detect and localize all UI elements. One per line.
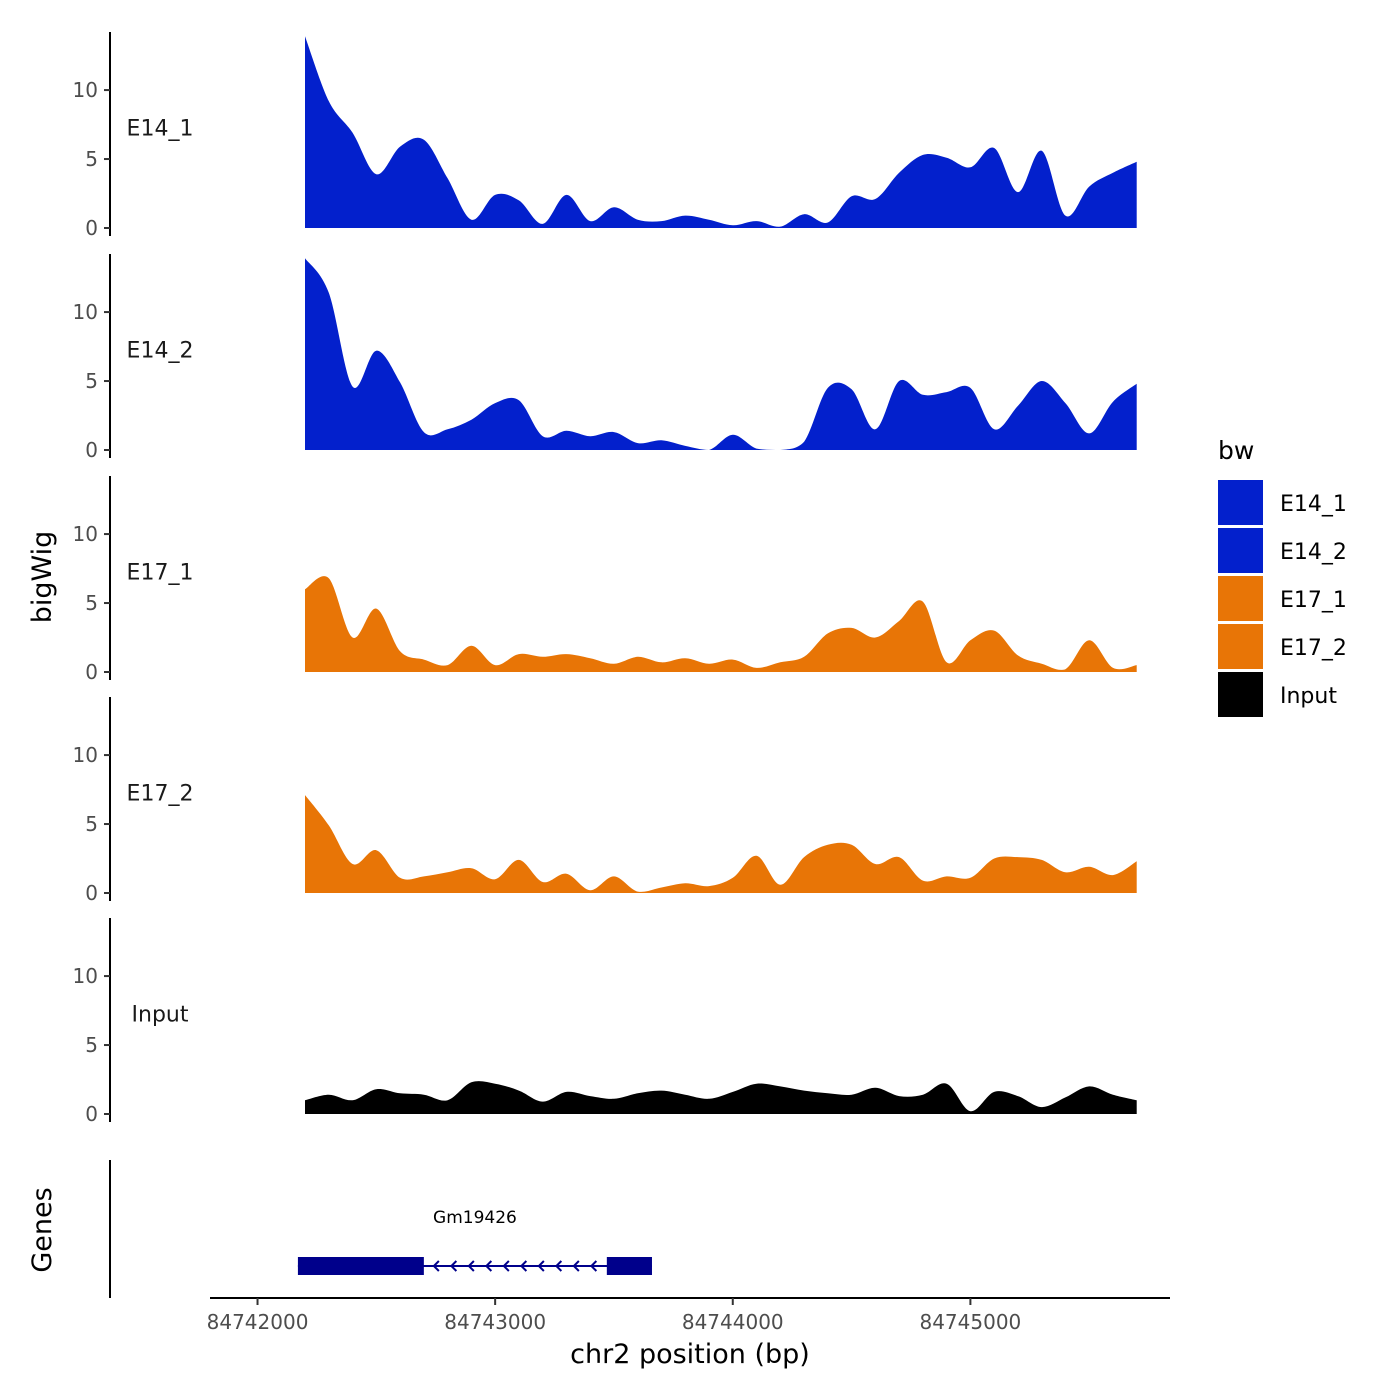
track-label: E17_2 (127, 782, 194, 807)
strand-arrow (449, 1260, 458, 1272)
x-tick-label: 84742000 (207, 1310, 309, 1334)
y-tick-label: 5 (85, 812, 98, 836)
track-panel-e17-1: 0 5 10 E17_1 (73, 476, 1137, 684)
legend: bw E14_1 E14_2 E17_1 E17_2 Input (1218, 436, 1347, 717)
y-axis-title: bigWig (27, 531, 58, 624)
legend-label: E14_2 (1280, 540, 1347, 565)
coverage-area-e14-2 (305, 258, 1137, 450)
track-panel-e14-1: 0 5 10 E14_1 (73, 32, 1137, 240)
legend-label: E17_1 (1280, 588, 1347, 613)
y-tick-label: 5 (85, 1033, 98, 1057)
legend-title: bw (1218, 436, 1254, 465)
strand-arrow (519, 1260, 528, 1272)
y-tick-label: 5 (85, 591, 98, 615)
track-label: Input (132, 1003, 189, 1028)
x-tick-label: 84743000 (444, 1310, 546, 1334)
y-tick-label: 0 (85, 660, 98, 684)
legend-label: Input (1280, 684, 1337, 709)
bigwig-tracks: 0 5 10 E14_1 0 5 10 E14_2 0 5 10 E17_1 0 5 10 E17_2 0 5 10… (73, 32, 1137, 1126)
legend-label: E14_1 (1280, 492, 1347, 517)
y-tick-label: 5 (85, 369, 98, 393)
y-tick-label: 10 (73, 300, 98, 324)
legend-label: E17_2 (1280, 636, 1347, 661)
legend-swatch (1218, 528, 1263, 573)
gene-exon (297, 1257, 424, 1275)
strand-arrow (589, 1260, 598, 1272)
genes-axis-title: Genes (27, 1187, 58, 1272)
track-panel-e17-2: 0 5 10 E17_2 (73, 697, 1137, 905)
y-tick-label: 0 (85, 1102, 98, 1126)
track-panel-e14-2: 0 5 10 E14_2 (73, 254, 1137, 462)
y-tick-label: 10 (73, 964, 98, 988)
x-axis: 84742000 84743000 84744000 84745000 (207, 1297, 1170, 1334)
legend-swatch (1218, 672, 1263, 717)
x-tick-label: 84745000 (919, 1310, 1021, 1334)
y-tick-label: 5 (85, 147, 98, 171)
track-panel-input: 0 5 10 Input (73, 918, 1137, 1126)
coverage-area-input (305, 1081, 1137, 1114)
legend-swatch (1218, 624, 1263, 669)
y-tick-label: 10 (73, 78, 98, 102)
track-label: E14_2 (127, 339, 194, 364)
track-label: E14_1 (127, 117, 194, 142)
legend-swatch (1218, 576, 1263, 621)
y-tick-label: 0 (85, 216, 98, 240)
coverage-area-e17-1 (305, 576, 1137, 672)
coverage-area-e17-2 (305, 795, 1137, 893)
legend-swatch (1218, 480, 1263, 525)
strand-arrow (537, 1260, 545, 1272)
gene-track: Gm19426 (109, 1160, 652, 1298)
y-tick-label: 0 (85, 881, 98, 905)
strand-arrow (467, 1260, 475, 1272)
gene-exon (606, 1257, 652, 1275)
strand-arrow (484, 1260, 493, 1272)
x-tick-label: 84744000 (682, 1310, 784, 1334)
coverage-area-e14-1 (305, 36, 1137, 228)
x-axis-title: chr2 position (bp) (570, 1339, 810, 1370)
y-tick-label: 0 (85, 438, 98, 462)
strand-arrow (572, 1260, 580, 1272)
gene-label: Gm19426 (433, 1208, 517, 1228)
y-tick-label: 10 (73, 522, 98, 546)
y-tick-label: 10 (73, 743, 98, 767)
strand-arrow (432, 1260, 440, 1272)
strand-arrow (502, 1260, 510, 1272)
track-label: E17_1 (127, 561, 194, 586)
strand-arrow (554, 1260, 563, 1272)
